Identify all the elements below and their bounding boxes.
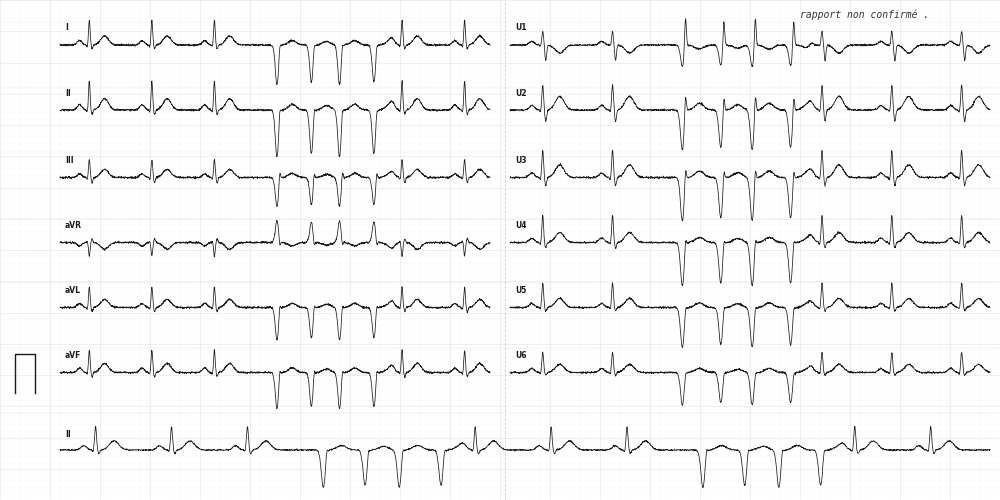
Text: II: II: [65, 430, 71, 439]
Text: U1: U1: [515, 24, 526, 32]
Text: U6: U6: [515, 351, 526, 360]
Text: III: III: [65, 156, 74, 165]
Text: U5: U5: [515, 286, 526, 295]
Text: rapport non confirmé .: rapport non confirmé .: [800, 10, 929, 20]
Text: aVF: aVF: [65, 351, 81, 360]
Text: II: II: [65, 88, 71, 98]
Text: U3: U3: [515, 156, 526, 165]
Text: aVR: aVR: [65, 221, 82, 230]
Text: aVL: aVL: [65, 286, 81, 295]
Text: I: I: [65, 24, 68, 32]
Text: U2: U2: [515, 88, 526, 98]
Text: U4: U4: [515, 221, 526, 230]
